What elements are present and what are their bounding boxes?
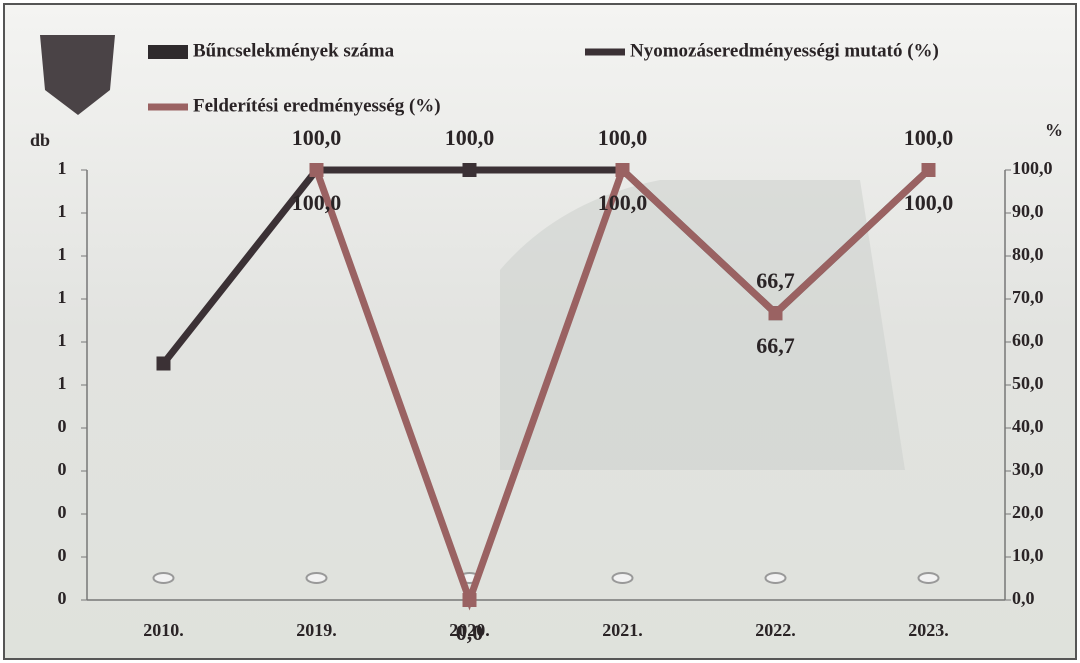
y2-axis-label: % [1045, 120, 1063, 140]
y2-tick-label: 30,0 [1012, 459, 1044, 479]
data-label: 100,0 [292, 190, 342, 215]
y2-tick-label: 90,0 [1012, 201, 1044, 221]
logo [40, 35, 115, 115]
y-tick-label: 1 [58, 158, 67, 178]
y2-tick-label: 70,0 [1012, 287, 1044, 307]
y-tick-label: 0 [58, 588, 67, 608]
bar [305, 572, 328, 584]
data-label: 100,0 [904, 190, 954, 215]
marker [921, 163, 936, 177]
x-tick-label: 2019. [296, 620, 337, 640]
data-label: 100,0 [904, 125, 954, 150]
y-tick-label: 0 [58, 545, 67, 565]
legend-label: Felderítési eredményesség (%) [193, 95, 441, 116]
x-tick-label: 2020. [449, 620, 490, 640]
building [500, 180, 905, 470]
y2-tick-label: 40,0 [1012, 416, 1044, 436]
y2-tick-label: 50,0 [1012, 373, 1044, 393]
marker [768, 306, 783, 321]
x-tick-label: 2022. [755, 620, 796, 640]
y-tick-label: 1 [58, 330, 67, 350]
data-label: 100,0 [598, 190, 648, 215]
y-tick-label: 0 [58, 459, 67, 479]
y-tick-label: 1 [58, 373, 67, 393]
bar [917, 572, 940, 584]
data-label: 0,0 [456, 620, 484, 645]
marker [309, 163, 324, 177]
x-tick-label: 2023. [908, 620, 949, 640]
marker [462, 593, 477, 607]
y2-tick-label: 10,0 [1012, 545, 1044, 565]
marker [156, 356, 171, 371]
bar [611, 572, 634, 584]
y2-tick-label: 100,0 [1012, 158, 1053, 178]
y-axis-label: db [30, 130, 50, 150]
y-tick-label: 1 [58, 201, 67, 221]
legend-swatch [148, 45, 188, 59]
legend-label: Nyomozáseredményességi mutató (%) [630, 40, 939, 61]
data-label: 66,7 [756, 268, 795, 293]
y-tick-label: 0 [58, 416, 67, 436]
y-tick-label: 1 [58, 287, 67, 307]
y-tick-label: 0 [58, 502, 67, 522]
y2-tick-label: 0,0 [1012, 588, 1035, 608]
data-label: 100,0 [445, 125, 495, 150]
bar [764, 572, 787, 584]
data-label: 100,0 [598, 125, 648, 150]
marker [615, 163, 630, 177]
data-label: 100,0 [292, 125, 342, 150]
x-tick-label: 2010. [143, 620, 184, 640]
legend-label: Bűncselekmények száma [193, 40, 395, 61]
y2-tick-label: 60,0 [1012, 330, 1044, 350]
data-label: 66,7 [756, 333, 795, 358]
y2-tick-label: 80,0 [1012, 244, 1044, 264]
x-tick-label: 2021. [602, 620, 643, 640]
y-tick-label: 1 [58, 244, 67, 264]
y2-tick-label: 20,0 [1012, 502, 1044, 522]
marker [462, 163, 477, 177]
bar [152, 572, 175, 584]
